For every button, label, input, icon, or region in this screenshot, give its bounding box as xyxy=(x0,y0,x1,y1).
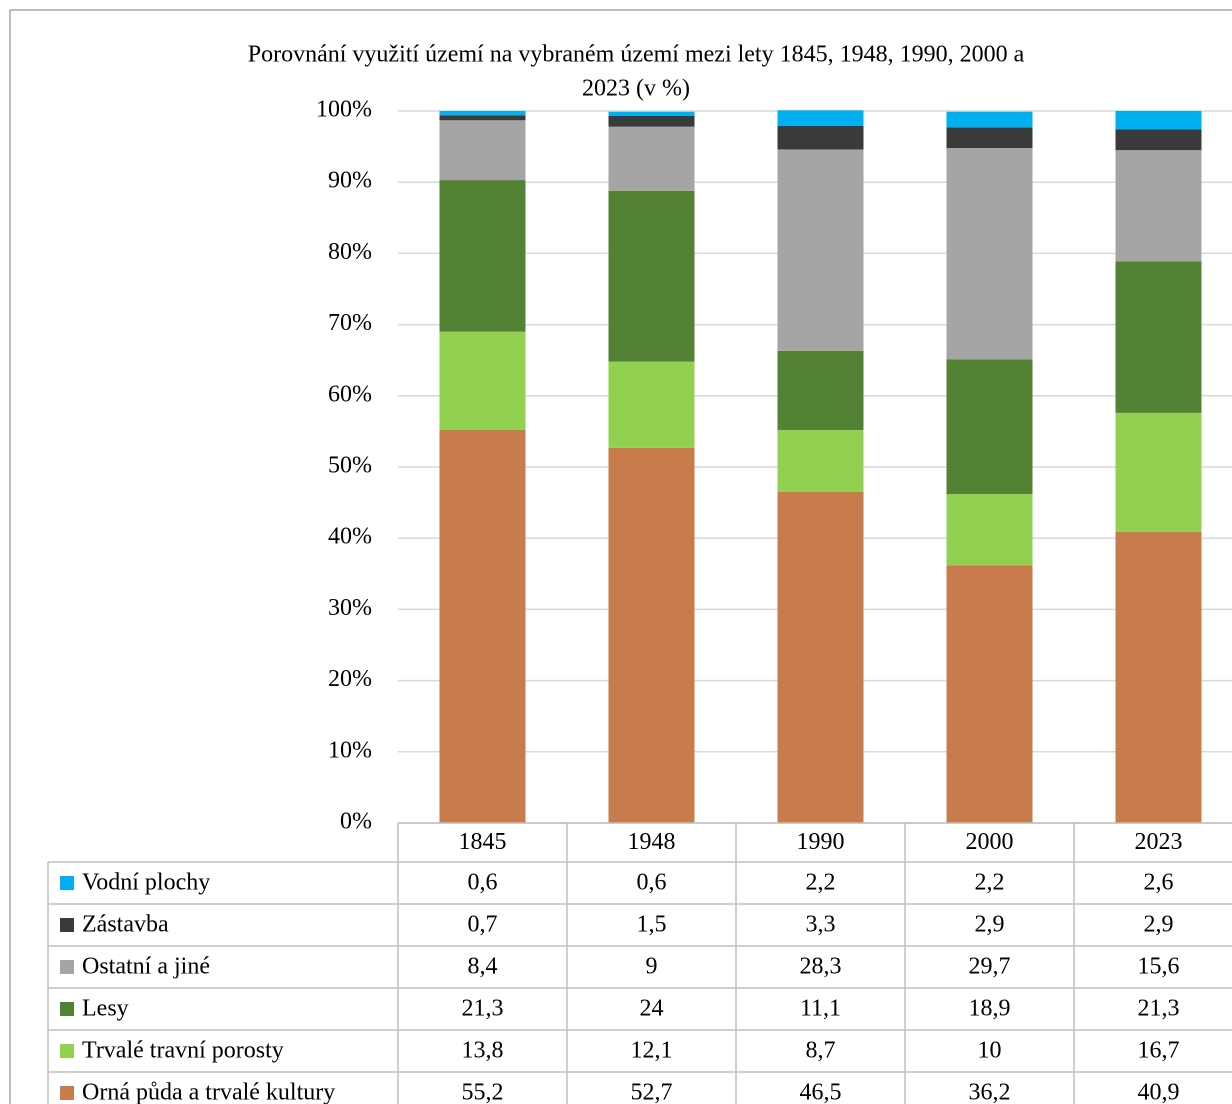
table-value: 2,9 xyxy=(1144,912,1174,938)
table-value: 2,9 xyxy=(975,912,1005,938)
table-value: 11,1 xyxy=(800,996,841,1022)
chart-title: 2023 (v %) xyxy=(582,76,690,102)
chart-border xyxy=(9,9,1232,1104)
legend-swatch xyxy=(60,1086,74,1100)
bar-segment xyxy=(1115,129,1202,151)
y-tick-label: 40% xyxy=(328,524,372,550)
table-value: 29,7 xyxy=(969,954,1011,980)
bar-segment xyxy=(777,125,864,150)
legend-label: Ostatní a jiné xyxy=(82,954,210,980)
y-tick-label: 70% xyxy=(328,310,372,336)
table-value: 24 xyxy=(640,996,664,1022)
table-value: 2,6 xyxy=(1144,870,1174,896)
table-value: 9 xyxy=(646,954,658,980)
table-value: 36,2 xyxy=(969,1080,1011,1104)
y-tick-label: 100% xyxy=(316,97,372,123)
bar-segment xyxy=(946,359,1033,495)
legend-swatch xyxy=(60,918,74,932)
bar-segment xyxy=(439,180,526,332)
bar-segment xyxy=(608,447,695,823)
table-value: 16,7 xyxy=(1138,1038,1180,1064)
legend-swatch xyxy=(60,876,74,890)
table-value: 12,1 xyxy=(631,1038,673,1064)
y-tick-label: 0% xyxy=(340,809,372,835)
table-value: 2,2 xyxy=(806,870,836,896)
x-tick-label: 2023 xyxy=(1135,829,1183,855)
bar-segment xyxy=(1115,531,1202,823)
bar-segment xyxy=(1115,261,1202,413)
table-value: 3,3 xyxy=(806,912,836,938)
legend-label: Vodní plochy xyxy=(82,870,210,896)
bar-segment xyxy=(439,429,526,823)
table-value: 15,6 xyxy=(1138,954,1180,980)
table-value: 52,7 xyxy=(631,1080,673,1104)
y-tick-label: 20% xyxy=(328,666,372,692)
table-value: 2,2 xyxy=(975,870,1005,896)
bar-segment xyxy=(439,111,526,116)
legend-label: Lesy xyxy=(82,996,129,1022)
bar-segment xyxy=(946,111,1033,128)
bar-segment xyxy=(777,350,864,430)
bar-segment xyxy=(439,120,526,181)
bar-segment xyxy=(608,115,695,127)
bar-segment xyxy=(439,331,526,430)
x-tick-label: 1845 xyxy=(459,829,507,855)
bar-segment xyxy=(608,361,695,448)
table-value: 0,6 xyxy=(468,870,498,896)
table-value: 18,9 xyxy=(969,996,1011,1022)
bar-segment xyxy=(439,115,526,121)
y-tick-label: 60% xyxy=(328,381,372,407)
bar-segment xyxy=(608,190,695,362)
chart-title: Porovnání využití území na vybraném územ… xyxy=(248,42,1025,68)
x-tick-label: 1990 xyxy=(797,829,845,855)
table-value: 28,3 xyxy=(800,954,842,980)
bar-segment xyxy=(946,148,1033,360)
bar-segment xyxy=(946,565,1033,823)
bar-segment xyxy=(1115,150,1202,262)
bar-segment xyxy=(1115,111,1202,130)
table-value: 21,3 xyxy=(1138,996,1180,1022)
bar-segment xyxy=(777,491,864,823)
legend-swatch xyxy=(60,1044,74,1058)
bar-segment xyxy=(946,127,1033,149)
table-value: 46,5 xyxy=(800,1080,842,1104)
y-tick-label: 10% xyxy=(328,737,372,763)
bar-segment xyxy=(777,110,864,126)
table-value: 13,8 xyxy=(462,1038,504,1064)
bar-segment xyxy=(608,126,695,191)
legend-swatch xyxy=(60,960,74,974)
legend-swatch xyxy=(60,1002,74,1016)
legend-label: Zástavba xyxy=(82,912,169,938)
table-value: 8,4 xyxy=(468,954,498,980)
table-value: 10 xyxy=(978,1038,1002,1064)
bar-segment xyxy=(946,494,1033,566)
table-value: 8,7 xyxy=(806,1038,836,1064)
legend-label: Orná půda a trvalé kultury xyxy=(82,1080,335,1104)
table-value: 1,5 xyxy=(637,912,667,938)
bar-segment xyxy=(777,429,864,492)
legend-label: Trvalé travní porosty xyxy=(82,1038,284,1064)
table-value: 21,3 xyxy=(462,996,504,1022)
y-tick-label: 50% xyxy=(328,453,372,479)
table-value: 55,2 xyxy=(462,1080,504,1104)
bar-segment xyxy=(608,111,695,116)
table-value: 40,9 xyxy=(1138,1080,1180,1104)
y-tick-label: 30% xyxy=(328,595,372,621)
table-value: 0,6 xyxy=(637,870,667,896)
x-tick-label: 2000 xyxy=(966,829,1014,855)
x-tick-label: 1948 xyxy=(628,829,676,855)
y-tick-label: 80% xyxy=(328,239,372,265)
bar-segment xyxy=(1115,412,1202,532)
bar-segment xyxy=(777,149,864,351)
y-tick-label: 90% xyxy=(328,168,372,194)
table-value: 0,7 xyxy=(468,912,498,938)
